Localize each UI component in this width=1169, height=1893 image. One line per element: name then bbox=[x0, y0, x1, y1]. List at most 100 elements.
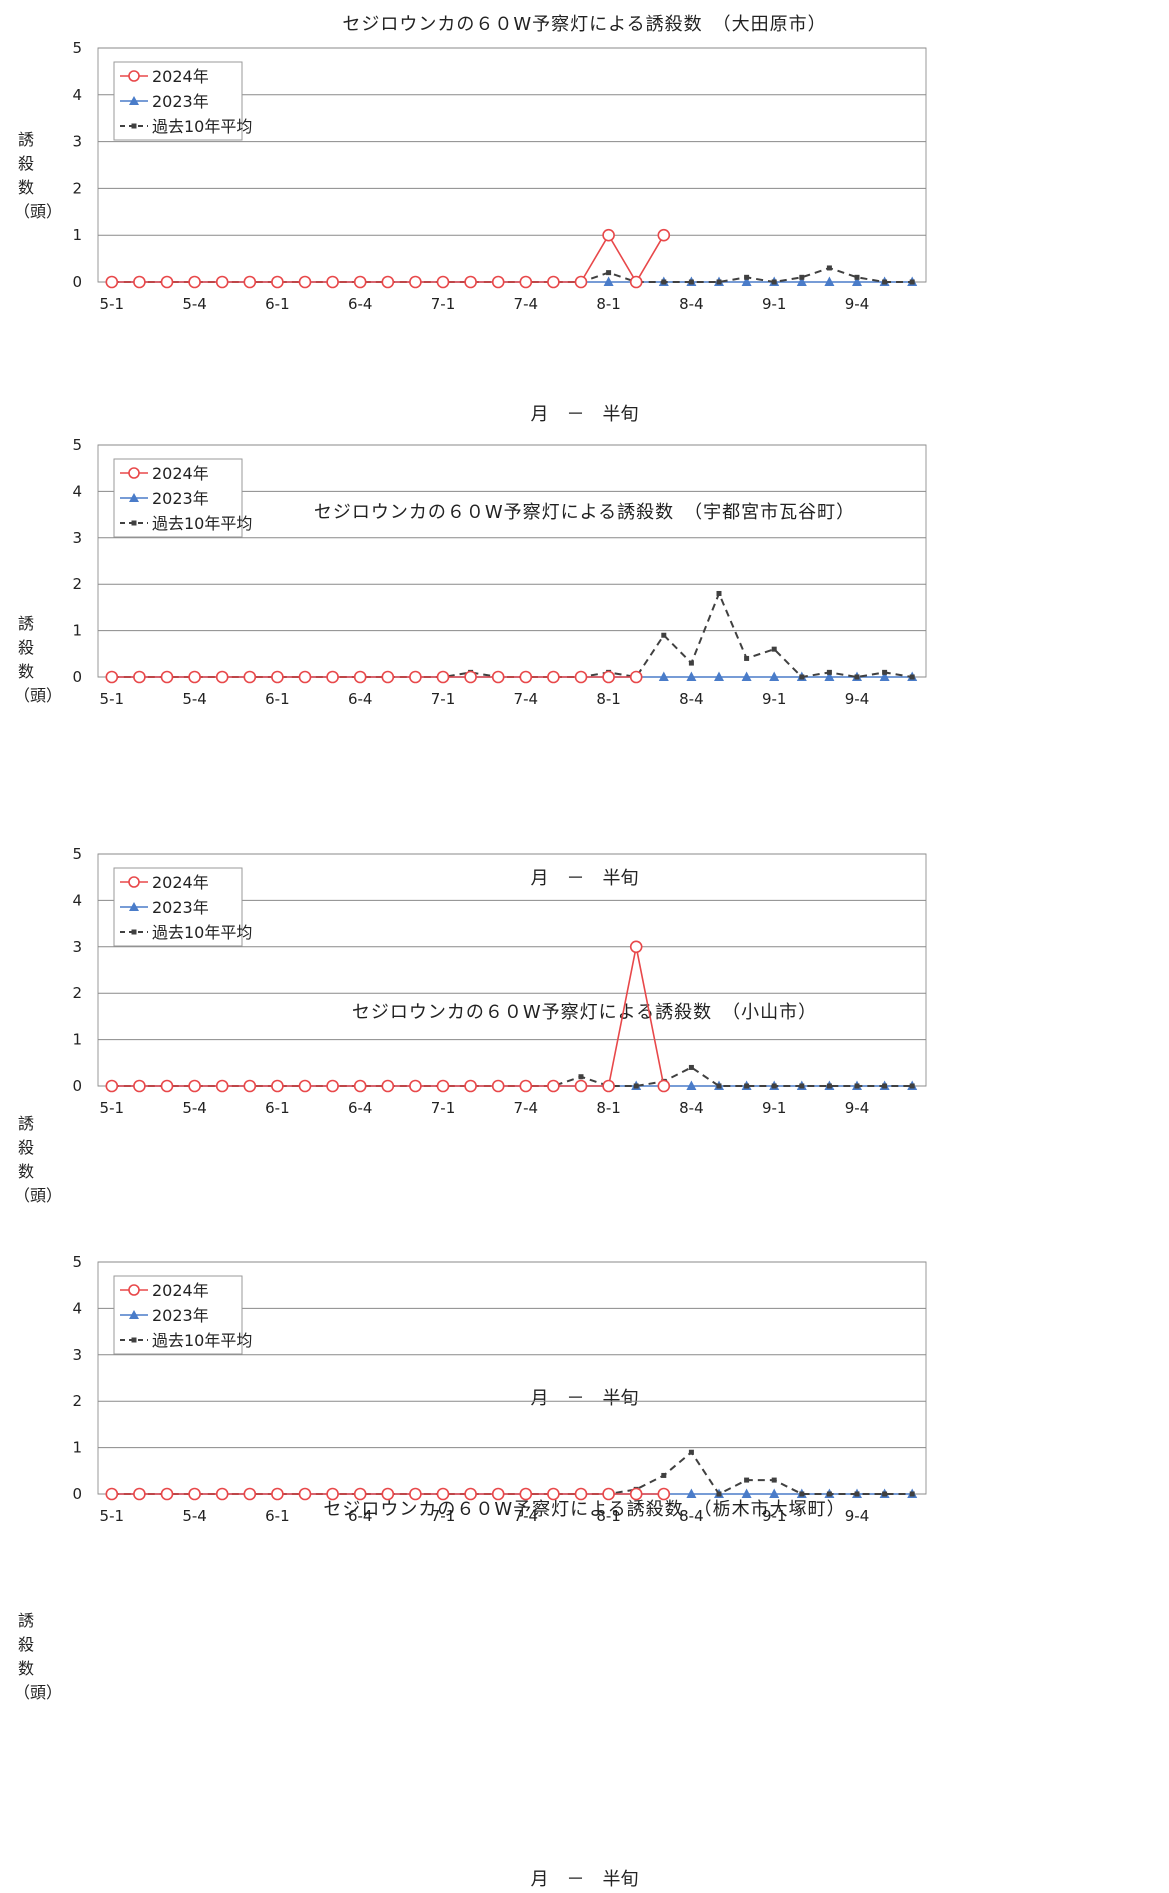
legend-marker bbox=[128, 1284, 140, 1296]
data-point bbox=[799, 674, 805, 680]
y-tick-label: 4 bbox=[72, 86, 82, 104]
x-tick-label: 9-4 bbox=[845, 1507, 870, 1525]
data-point bbox=[105, 1487, 119, 1501]
x-tick-label: 9-1 bbox=[762, 295, 787, 313]
data-point bbox=[436, 1487, 450, 1501]
y-axis-label: 誘殺数（頭） bbox=[14, 1611, 63, 1702]
x-tick-label: 5-1 bbox=[100, 1507, 125, 1525]
data-point bbox=[326, 1079, 339, 1093]
legend-label: 過去10年平均 bbox=[152, 923, 252, 942]
data-point bbox=[603, 276, 614, 286]
data-point bbox=[105, 670, 119, 684]
plot-area: 0 1 2 3 4 5 5-1 5-4 6-1 6-4 7-1 7-4 8-1 8-4 9-1 9-4 2024… bbox=[72, 39, 927, 313]
y-tick-label: 3 bbox=[72, 938, 82, 956]
data-point bbox=[188, 670, 201, 684]
y-tick-label: 4 bbox=[72, 891, 82, 909]
data-point bbox=[353, 1079, 367, 1093]
x-tick-label: 9-4 bbox=[845, 690, 870, 708]
x-tick-label: 5-4 bbox=[182, 1099, 207, 1117]
data-point bbox=[686, 1080, 697, 1090]
data-point bbox=[409, 275, 422, 289]
data-point bbox=[686, 671, 697, 681]
y-tick-label: 1 bbox=[72, 226, 82, 244]
legend-marker bbox=[131, 520, 137, 526]
data-point bbox=[409, 1079, 422, 1093]
series-line-0 bbox=[111, 233, 665, 284]
x-tick-label: 6-4 bbox=[348, 1507, 373, 1525]
data-point bbox=[769, 1488, 780, 1498]
data-point bbox=[602, 670, 615, 684]
data-point bbox=[658, 671, 669, 681]
y-tick-label: 4 bbox=[72, 482, 82, 500]
data-point bbox=[602, 228, 615, 242]
x-axis-label: 月 － 半旬 bbox=[530, 404, 639, 425]
x-tick-label: 8-1 bbox=[596, 690, 621, 708]
data-point bbox=[882, 669, 888, 675]
data-point bbox=[271, 1079, 284, 1093]
x-tick-label: 7-4 bbox=[514, 295, 539, 313]
x-axis-label: 月 － 半旬 bbox=[530, 1388, 639, 1409]
data-point bbox=[716, 1083, 722, 1089]
data-point bbox=[882, 1491, 888, 1497]
x-tick-label: 6-4 bbox=[348, 1099, 373, 1117]
data-point bbox=[133, 1079, 146, 1093]
data-point bbox=[771, 279, 777, 285]
data-point bbox=[547, 670, 560, 684]
x-axis-label: 月 － 半旬 bbox=[530, 868, 639, 889]
x-tick-label: 8-4 bbox=[679, 1099, 704, 1117]
data-point bbox=[661, 1472, 667, 1478]
data-point bbox=[105, 275, 119, 289]
data-point bbox=[436, 670, 450, 684]
legend-marker bbox=[129, 1310, 139, 1319]
legend-marker bbox=[131, 929, 137, 935]
x-tick-label: 9-4 bbox=[845, 295, 870, 313]
y-tick-label: 0 bbox=[72, 1077, 82, 1095]
data-point bbox=[574, 670, 588, 684]
data-point bbox=[574, 275, 588, 289]
data-point bbox=[326, 275, 339, 289]
data-point bbox=[796, 276, 807, 286]
x-tick-label: 7-1 bbox=[431, 295, 456, 313]
legend-label: 2024年 bbox=[152, 67, 209, 86]
data-point bbox=[854, 274, 860, 280]
data-point bbox=[547, 275, 560, 289]
data-point bbox=[741, 671, 752, 681]
data-point bbox=[133, 1487, 146, 1501]
data-point bbox=[381, 1079, 395, 1093]
data-point bbox=[799, 274, 805, 280]
x-tick-label: 8-4 bbox=[679, 690, 704, 708]
series-line-2 bbox=[111, 266, 913, 284]
data-point bbox=[353, 275, 367, 289]
data-point bbox=[606, 270, 612, 276]
y-tick-label: 3 bbox=[72, 1346, 82, 1364]
data-point bbox=[133, 275, 146, 289]
data-point bbox=[744, 1477, 750, 1483]
data-point bbox=[854, 1491, 860, 1497]
x-tick-label: 7-1 bbox=[431, 1507, 456, 1525]
data-point bbox=[769, 671, 780, 681]
data-point bbox=[771, 646, 777, 652]
legend-label: 過去10年平均 bbox=[152, 514, 252, 533]
data-point bbox=[744, 655, 750, 661]
data-point bbox=[688, 660, 694, 666]
x-tick-label: 7-4 bbox=[514, 1507, 539, 1525]
data-point bbox=[879, 671, 890, 681]
data-point bbox=[799, 1083, 805, 1089]
legend-marker bbox=[128, 70, 140, 82]
data-point bbox=[215, 1079, 229, 1093]
data-point bbox=[491, 670, 505, 684]
data-point bbox=[578, 1074, 584, 1080]
data-point bbox=[686, 1488, 697, 1498]
data-point bbox=[716, 590, 722, 596]
x-tick-label: 8-4 bbox=[679, 295, 704, 313]
x-tick-label: 8-4 bbox=[679, 1507, 704, 1525]
data-point bbox=[160, 1487, 174, 1501]
series-line-2 bbox=[111, 1066, 913, 1087]
data-point bbox=[215, 1487, 229, 1501]
data-point bbox=[188, 1079, 201, 1093]
data-point bbox=[909, 1083, 915, 1089]
legend-label: 2023年 bbox=[152, 1306, 209, 1325]
data-point bbox=[799, 1491, 805, 1497]
data-point bbox=[326, 1487, 339, 1501]
legend-marker bbox=[128, 876, 140, 888]
